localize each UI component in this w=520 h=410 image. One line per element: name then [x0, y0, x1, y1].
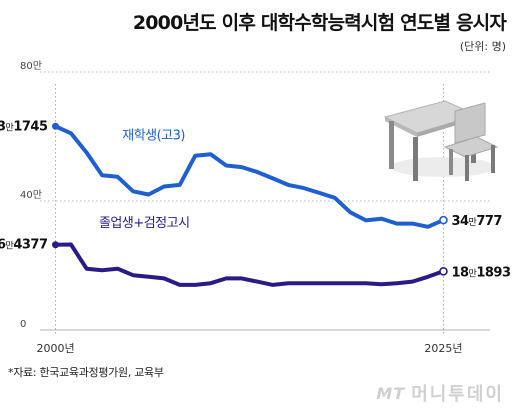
chart-title: 2000년도 이후 대학수학능력시험 연도별 응시자	[132, 12, 507, 34]
chair-leg	[491, 145, 495, 173]
y-tick-label: 80만	[20, 60, 42, 72]
line-chart: 0 40만 80만 2000년 2025년 재학생(고3) 63만1745 34만777 졸업생…	[0, 60, 511, 355]
series-line	[53, 124, 446, 229]
watermark-name: 머니투데이	[411, 384, 504, 405]
desk-leg	[389, 121, 394, 169]
x-tick-label: 2000년	[36, 342, 74, 355]
series-name-label: 재학생(고3)	[122, 129, 185, 144]
source-note: *자료: 한국교육과정평가원, 교육부	[8, 366, 164, 379]
start-point	[52, 241, 60, 249]
end-point	[439, 267, 448, 276]
watermark-logo: MT	[376, 383, 406, 403]
end-value-label: 34만777	[451, 214, 502, 229]
chair-leg	[449, 149, 453, 175]
chair-leg	[465, 155, 469, 181]
unit-label: (단위: 명)	[459, 40, 506, 53]
series-line	[53, 242, 446, 287]
chair-seat	[443, 136, 499, 158]
start-value-label: 26만4377	[0, 238, 48, 253]
desk-illustration	[383, 100, 499, 181]
end-value-label: 18만1893	[451, 265, 511, 280]
start-point	[52, 122, 60, 130]
desk-leg	[413, 137, 418, 181]
desk-shadow	[391, 157, 495, 177]
watermark: MT 머니투데이	[376, 380, 504, 406]
x-tick-label: 2025년	[424, 342, 462, 355]
y-tick-label: 40만	[20, 189, 42, 201]
end-point	[439, 215, 448, 225]
chair-back	[454, 102, 486, 144]
start-value-label: 63만1745	[0, 119, 48, 134]
series-name-label: 졸업생+검정고시	[99, 216, 190, 231]
y-tick-label: 0	[20, 319, 26, 330]
